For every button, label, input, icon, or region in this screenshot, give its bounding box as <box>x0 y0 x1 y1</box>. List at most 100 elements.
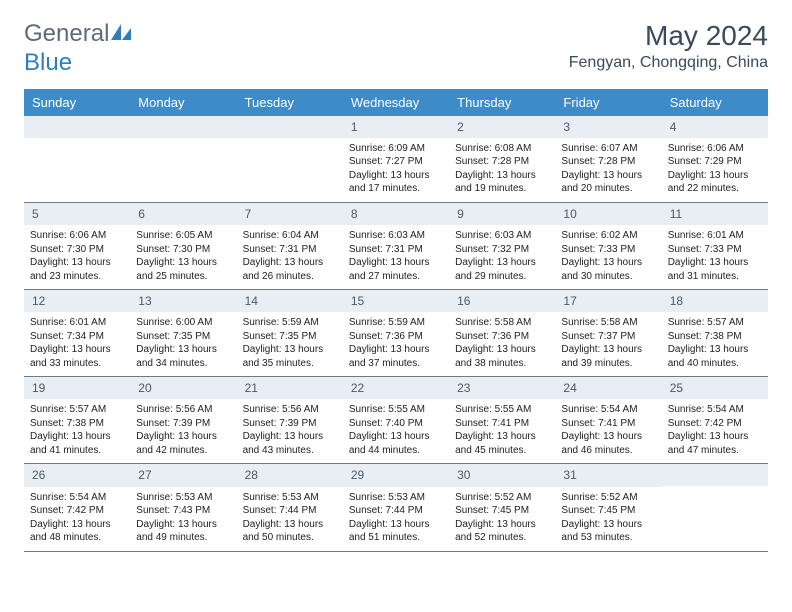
day-info: Sunrise: 6:01 AMSunset: 7:33 PMDaylight:… <box>668 229 762 283</box>
day-number: 31 <box>555 464 661 486</box>
weekday-header: Wednesday <box>343 89 449 116</box>
day-cell: 2Sunrise: 6:08 AMSunset: 7:28 PMDaylight… <box>449 116 555 203</box>
day-info: Sunrise: 5:59 AMSunset: 7:35 PMDaylight:… <box>243 316 337 370</box>
day-number: 4 <box>662 116 768 138</box>
logo: GeneralBlue <box>24 20 133 77</box>
day-cell: 4 Sunrise: 6:06 AMSunset: 7:29 PMDaylight… <box>662 116 768 203</box>
day-number: 5 <box>24 203 130 225</box>
day-number: 13 <box>130 290 236 312</box>
day-number: 29 <box>343 464 449 486</box>
weekday-header: Saturday <box>662 89 768 116</box>
day-number: 18 <box>662 290 768 312</box>
calendar-week-row: 1 Sunrise: 6:09 AMSunset: 7:27 PMDaylight… <box>24 116 768 203</box>
day-cell: 3 Sunrise: 6:07 AMSunset: 7:28 PMDaylight… <box>555 116 661 203</box>
empty-day-number <box>237 116 343 138</box>
day-info: Sunrise: 5:56 AMSunset: 7:39 PMDaylight:… <box>243 403 337 457</box>
day-cell: 20 Sunrise: 5:56 AMSunset: 7:39 PMDayligh… <box>130 377 236 464</box>
weekday-header: Friday <box>555 89 661 116</box>
day-info: Sunrise: 6:06 AMSunset: 7:29 PMDaylight:… <box>668 142 762 196</box>
location-label: Fengyan, Chongqing, China <box>569 54 768 72</box>
logo-word-general-part2: l <box>104 20 109 47</box>
day-number: 16 <box>449 290 555 312</box>
calendar-week-row: 26Sunrise: 5:54 AMSunset: 7:42 PMDayligh… <box>24 464 768 551</box>
day-number: 25 <box>662 377 768 399</box>
day-info: Sunrise: 5:52 AMSunset: 7:45 PMDaylight:… <box>561 491 655 545</box>
day-cell: 12Sunrise: 6:01 AMSunset: 7:34 PMDayligh… <box>24 290 130 377</box>
day-number: 6 <box>130 203 236 225</box>
empty-day-cell <box>237 116 343 203</box>
day-info: Sunrise: 6:03 AMSunset: 7:32 PMDaylight:… <box>455 229 549 283</box>
day-cell: 28 Sunrise: 5:53 AMSunset: 7:44 PMDayligh… <box>237 464 343 551</box>
day-info: Sunrise: 5:53 AMSunset: 7:44 PMDaylight:… <box>349 491 443 545</box>
day-cell: 1 Sunrise: 6:09 AMSunset: 7:27 PMDaylight… <box>343 116 449 203</box>
day-info: Sunrise: 5:55 AMSunset: 7:41 PMDaylight:… <box>455 403 549 457</box>
logo-sail-icon <box>111 21 133 49</box>
day-cell: 17Sunrise: 5:58 AMSunset: 7:37 PMDayligh… <box>555 290 661 377</box>
weekday-header: Thursday <box>449 89 555 116</box>
day-number: 7 <box>237 203 343 225</box>
day-info: Sunrise: 5:55 AMSunset: 7:40 PMDaylight:… <box>349 403 443 457</box>
day-cell: 18Sunrise: 5:57 AMSunset: 7:38 PMDayligh… <box>662 290 768 377</box>
logo-text: GeneralBlue <box>24 20 133 77</box>
weekday-header: Tuesday <box>237 89 343 116</box>
day-cell: 8Sunrise: 6:03 AMSunset: 7:31 PMDaylight… <box>343 202 449 289</box>
day-cell: 13 Sunrise: 6:00 AMSunset: 7:35 PMDayligh… <box>130 290 236 377</box>
day-info: Sunrise: 6:01 AMSunset: 7:34 PMDaylight:… <box>30 316 124 370</box>
day-info: Sunrise: 6:06 AMSunset: 7:30 PMDaylight:… <box>30 229 124 283</box>
day-cell: 10Sunrise: 6:02 AMSunset: 7:33 PMDayligh… <box>555 202 661 289</box>
day-info: Sunrise: 5:57 AMSunset: 7:38 PMDaylight:… <box>30 403 124 457</box>
weekday-header: Monday <box>130 89 236 116</box>
calendar-week-row: 19 Sunrise: 5:57 AMSunset: 7:38 PMDayligh… <box>24 377 768 464</box>
day-number: 9 <box>449 203 555 225</box>
day-cell: 6Sunrise: 6:05 AMSunset: 7:30 PMDaylight… <box>130 202 236 289</box>
day-info: Sunrise: 5:53 AMSunset: 7:44 PMDaylight:… <box>243 491 337 545</box>
day-cell: 29 Sunrise: 5:53 AMSunset: 7:44 PMDayligh… <box>343 464 449 551</box>
day-number: 11 <box>662 203 768 225</box>
day-info: Sunrise: 5:58 AMSunset: 7:36 PMDaylight:… <box>455 316 549 370</box>
title-block: May 2024 Fengyan, Chongqing, China <box>569 20 768 72</box>
day-info: Sunrise: 6:03 AMSunset: 7:31 PMDaylight:… <box>349 229 443 283</box>
day-number: 30 <box>449 464 555 486</box>
day-cell: 30Sunrise: 5:52 AMSunset: 7:45 PMDayligh… <box>449 464 555 551</box>
empty-day-number <box>130 116 236 138</box>
day-info: Sunrise: 6:09 AMSunset: 7:27 PMDaylight:… <box>349 142 443 196</box>
day-cell: 22 Sunrise: 5:55 AMSunset: 7:40 PMDayligh… <box>343 377 449 464</box>
day-cell: 19 Sunrise: 5:57 AMSunset: 7:38 PMDayligh… <box>24 377 130 464</box>
empty-day-number <box>24 116 130 138</box>
day-info: Sunrise: 5:56 AMSunset: 7:39 PMDaylight:… <box>136 403 230 457</box>
empty-day-cell <box>130 116 236 203</box>
day-number: 20 <box>130 377 236 399</box>
day-number: 22 <box>343 377 449 399</box>
day-number: 14 <box>237 290 343 312</box>
day-number: 23 <box>449 377 555 399</box>
day-info: Sunrise: 5:58 AMSunset: 7:37 PMDaylight:… <box>561 316 655 370</box>
day-number: 27 <box>130 464 236 486</box>
day-number: 1 <box>343 116 449 138</box>
day-info: Sunrise: 5:54 AMSunset: 7:41 PMDaylight:… <box>561 403 655 457</box>
day-cell: 27 Sunrise: 5:53 AMSunset: 7:43 PMDayligh… <box>130 464 236 551</box>
day-number: 2 <box>449 116 555 138</box>
calendar-body: 1 Sunrise: 6:09 AMSunset: 7:27 PMDaylight… <box>24 116 768 551</box>
day-number: 19 <box>24 377 130 399</box>
day-cell: 26Sunrise: 5:54 AMSunset: 7:42 PMDayligh… <box>24 464 130 551</box>
day-number: 10 <box>555 203 661 225</box>
day-cell: 14 Sunrise: 5:59 AMSunset: 7:35 PMDayligh… <box>237 290 343 377</box>
day-cell: 9 Sunrise: 6:03 AMSunset: 7:32 PMDaylight… <box>449 202 555 289</box>
day-number: 15 <box>343 290 449 312</box>
empty-day-cell <box>662 464 768 551</box>
calendar-week-row: 5 Sunrise: 6:06 AMSunset: 7:30 PMDaylight… <box>24 202 768 289</box>
calendar-week-row: 12Sunrise: 6:01 AMSunset: 7:34 PMDayligh… <box>24 290 768 377</box>
day-cell: 15Sunrise: 5:59 AMSunset: 7:36 PMDayligh… <box>343 290 449 377</box>
weekday-header-row: Sunday Monday Tuesday Wednesday Thursday… <box>24 89 768 116</box>
day-number: 3 <box>555 116 661 138</box>
day-info: Sunrise: 6:00 AMSunset: 7:35 PMDaylight:… <box>136 316 230 370</box>
header: GeneralBlue May 2024 Fengyan, Chongqing,… <box>24 20 768 77</box>
day-number: 21 <box>237 377 343 399</box>
day-number: 24 <box>555 377 661 399</box>
day-info: Sunrise: 5:53 AMSunset: 7:43 PMDaylight:… <box>136 491 230 545</box>
day-number: 28 <box>237 464 343 486</box>
day-info: Sunrise: 6:04 AMSunset: 7:31 PMDaylight:… <box>243 229 337 283</box>
weekday-header: Sunday <box>24 89 130 116</box>
day-cell: 11 Sunrise: 6:01 AMSunset: 7:33 PMDayligh… <box>662 202 768 289</box>
day-info: Sunrise: 6:07 AMSunset: 7:28 PMDaylight:… <box>561 142 655 196</box>
